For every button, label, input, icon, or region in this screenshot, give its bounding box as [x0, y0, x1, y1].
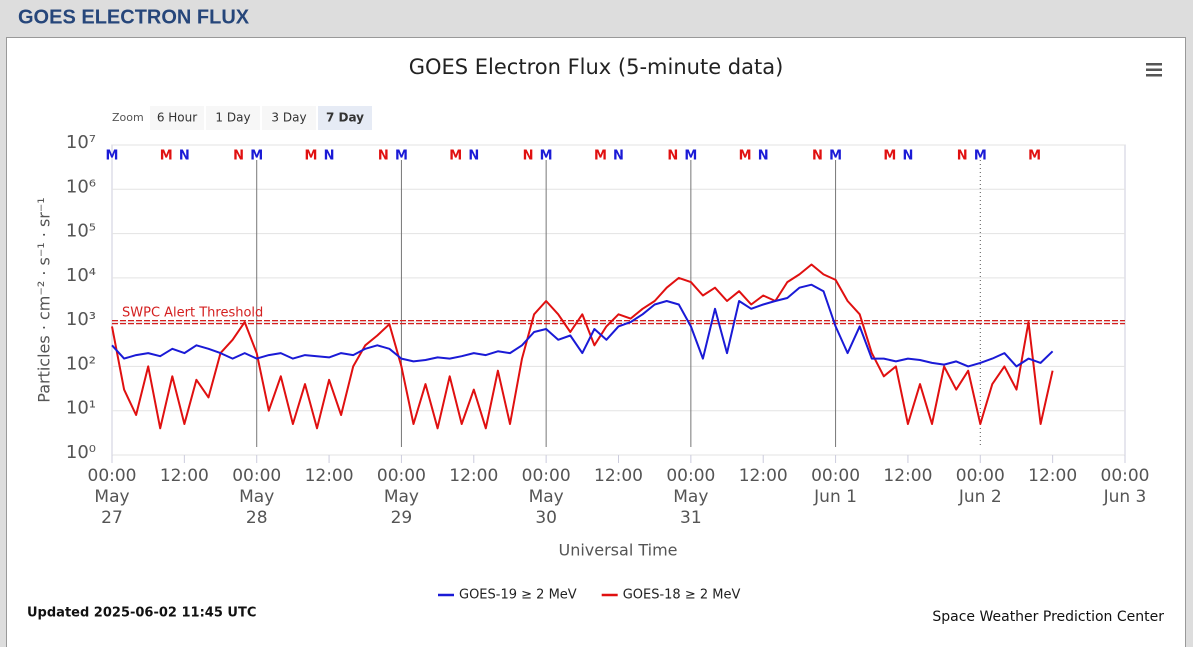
- y-axis-title: Particles · cm⁻² · s⁻¹ · sr⁻¹: [35, 197, 54, 402]
- x-tick-label: 12:00: [449, 466, 498, 486]
- legend-label: GOES-18 ≥ 2 MeV: [623, 588, 741, 603]
- x-tick-label: 12:00: [160, 466, 209, 486]
- series-line: [111, 283, 1054, 368]
- x-tick-label: 00:00 Jun 2: [956, 466, 1005, 507]
- time-marker: N: [468, 149, 479, 164]
- time-marker: M: [974, 149, 987, 164]
- y-tick-label: 10⁰: [66, 442, 96, 463]
- y-tick-label: 10⁵: [66, 221, 96, 242]
- time-marker: N: [233, 149, 244, 164]
- x-tick-label: 00:00 Jun 1: [811, 466, 860, 507]
- x-axis-title: Universal Time: [558, 541, 677, 560]
- credit: Space Weather Prediction Center: [932, 609, 1164, 625]
- time-marker: M: [1028, 149, 1041, 164]
- legend-label: GOES-19 ≥ 2 MeV: [459, 588, 577, 603]
- x-tick-label: 12:00: [594, 466, 643, 486]
- menu-bar: [1146, 63, 1162, 66]
- legend-item[interactable]: GOES-18 ≥ 2 MeV: [601, 588, 741, 603]
- updated-note: Updated 2025-06-02 11:45 UTC: [27, 606, 256, 621]
- x-tick-label: 12:00: [305, 466, 354, 486]
- time-marker: N: [758, 149, 769, 164]
- time-marker: N: [957, 149, 968, 164]
- time-marker: N: [667, 149, 678, 164]
- y-tick-label: 10²: [66, 353, 96, 374]
- time-marker: N: [179, 149, 190, 164]
- zoom-button-bg: [318, 106, 372, 130]
- time-marker: M: [250, 149, 263, 164]
- x-tick-label: 12:00: [739, 466, 788, 486]
- time-marker: M: [739, 149, 752, 164]
- y-tick-label: 10⁷: [66, 132, 96, 153]
- time-marker: M: [829, 149, 842, 164]
- time-marker: N: [324, 149, 335, 164]
- y-tick-label: 10⁶: [66, 176, 96, 197]
- time-marker: M: [540, 149, 553, 164]
- time-marker: M: [305, 149, 318, 164]
- menu-bar: [1146, 74, 1162, 77]
- time-marker: N: [378, 149, 389, 164]
- y-tick-label: 10³: [66, 309, 96, 330]
- x-tick-label: 00:00 May 30: [522, 466, 571, 528]
- zoom-button[interactable]: 3 Day: [262, 106, 316, 130]
- time-marker: N: [902, 149, 913, 164]
- y-tick-label: 10⁴: [66, 265, 96, 286]
- x-tick-label: 00:00 Jun 3: [1101, 466, 1150, 507]
- zoom-button-bg: [262, 106, 316, 130]
- zoom-button[interactable]: 7 Day: [318, 106, 372, 130]
- page-title: GOES ELECTRON FLUX: [18, 6, 250, 28]
- chart-title: GOES Electron Flux (5-minute data): [409, 55, 784, 79]
- x-tick-label: 12:00: [1028, 466, 1077, 486]
- legend-item[interactable]: GOES-19 ≥ 2 MeV: [438, 588, 577, 603]
- zoom-button-label: 6 Hour: [157, 111, 197, 125]
- zoom-button[interactable]: 1 Day: [206, 106, 260, 130]
- x-tick-label: 00:00 May 27: [88, 466, 137, 528]
- time-marker: M: [684, 149, 697, 164]
- time-marker: M: [395, 149, 408, 164]
- zoom-button[interactable]: 6 Hour: [150, 106, 204, 130]
- x-tick-label: 12:00: [883, 466, 932, 486]
- zoom-button-label: 3 Day: [271, 111, 306, 125]
- time-marker: M: [594, 149, 607, 164]
- time-marker: M: [883, 149, 896, 164]
- series-line: [111, 263, 1054, 430]
- time-marker: M: [449, 149, 462, 164]
- x-tick-label: 00:00 May 31: [666, 466, 715, 528]
- x-tick-label: 00:00 May 28: [232, 466, 281, 528]
- menu-icon[interactable]: [1146, 63, 1162, 77]
- time-marker: N: [613, 149, 624, 164]
- zoom-button-bg: [206, 106, 260, 130]
- zoom-button-label: 7 Day: [326, 111, 364, 125]
- zoom-button-label: 1 Day: [215, 111, 250, 125]
- time-marker: M: [106, 149, 119, 164]
- zoom-button-bg: [150, 106, 204, 130]
- time-marker: M: [160, 149, 173, 164]
- time-marker: N: [812, 149, 823, 164]
- y-tick-label: 10¹: [66, 398, 96, 419]
- menu-bar: [1146, 68, 1162, 71]
- zoom-label: Zoom: [112, 111, 144, 124]
- threshold-label: SWPC Alert Threshold: [122, 306, 263, 321]
- x-tick-label: 00:00 May 29: [377, 466, 426, 528]
- time-marker: N: [523, 149, 534, 164]
